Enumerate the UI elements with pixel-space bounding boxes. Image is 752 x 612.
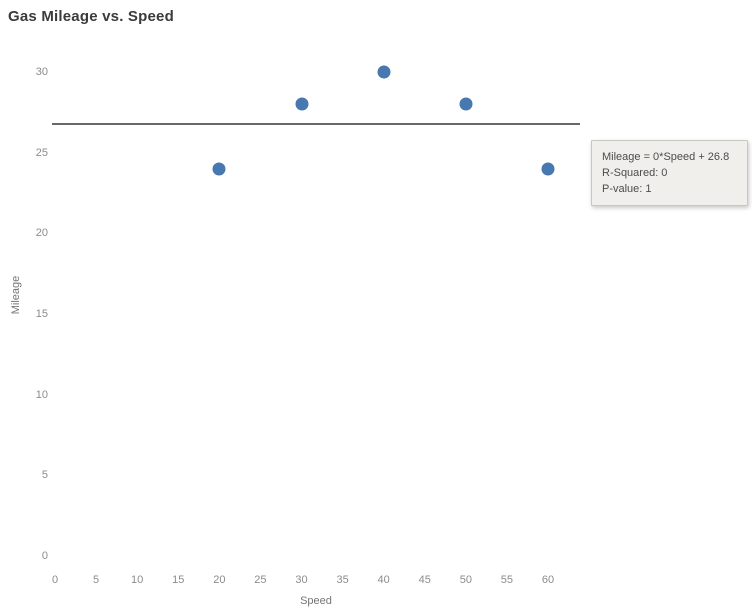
trend-line[interactable] bbox=[52, 122, 580, 125]
y-tick-label: 25 bbox=[35, 146, 48, 159]
y-tick-label: 15 bbox=[35, 308, 48, 320]
trend-line-tooltip: Mileage = 0*Speed + 26.8 R-Squared: 0 P-… bbox=[591, 140, 748, 206]
x-tick-label: 40 bbox=[377, 574, 390, 586]
x-tick-label: 55 bbox=[500, 574, 514, 586]
chart-title: Gas Mileage vs. Speed bbox=[8, 8, 174, 25]
x-tick-label: 50 bbox=[459, 574, 472, 586]
x-tick-label: 20 bbox=[213, 574, 226, 586]
tooltip-p-value: P-value: 1 bbox=[602, 183, 652, 195]
x-tick-label: 30 bbox=[295, 574, 308, 586]
x-tick-label: 10 bbox=[131, 574, 144, 586]
y-tick-label: 5 bbox=[41, 469, 48, 482]
data-point[interactable] bbox=[295, 97, 308, 111]
tooltip-equation: Mileage = 0*Speed + 26.8 bbox=[602, 151, 730, 163]
x-axis-title: Speed bbox=[300, 595, 332, 607]
x-tick-label: 35 bbox=[336, 574, 349, 586]
x-tick-label: 60 bbox=[541, 574, 555, 586]
x-tick-label: 25 bbox=[254, 574, 267, 586]
x-tick-label: 0 bbox=[51, 574, 59, 586]
data-point[interactable] bbox=[541, 162, 555, 176]
x-tick-label: 5 bbox=[93, 574, 100, 586]
data-point[interactable] bbox=[459, 97, 473, 111]
y-tick-label: 20 bbox=[35, 227, 48, 240]
data-point[interactable] bbox=[212, 162, 226, 176]
data-point[interactable] bbox=[377, 65, 391, 79]
y-tick-label: 30 bbox=[35, 66, 48, 78]
y-tick-label: 10 bbox=[35, 388, 48, 401]
x-tick-label: 45 bbox=[418, 574, 431, 586]
tooltip-r-squared: R-Squared: 0 bbox=[602, 167, 668, 179]
y-tick-label: 0 bbox=[41, 550, 48, 562]
x-tick-label: 15 bbox=[172, 574, 185, 586]
